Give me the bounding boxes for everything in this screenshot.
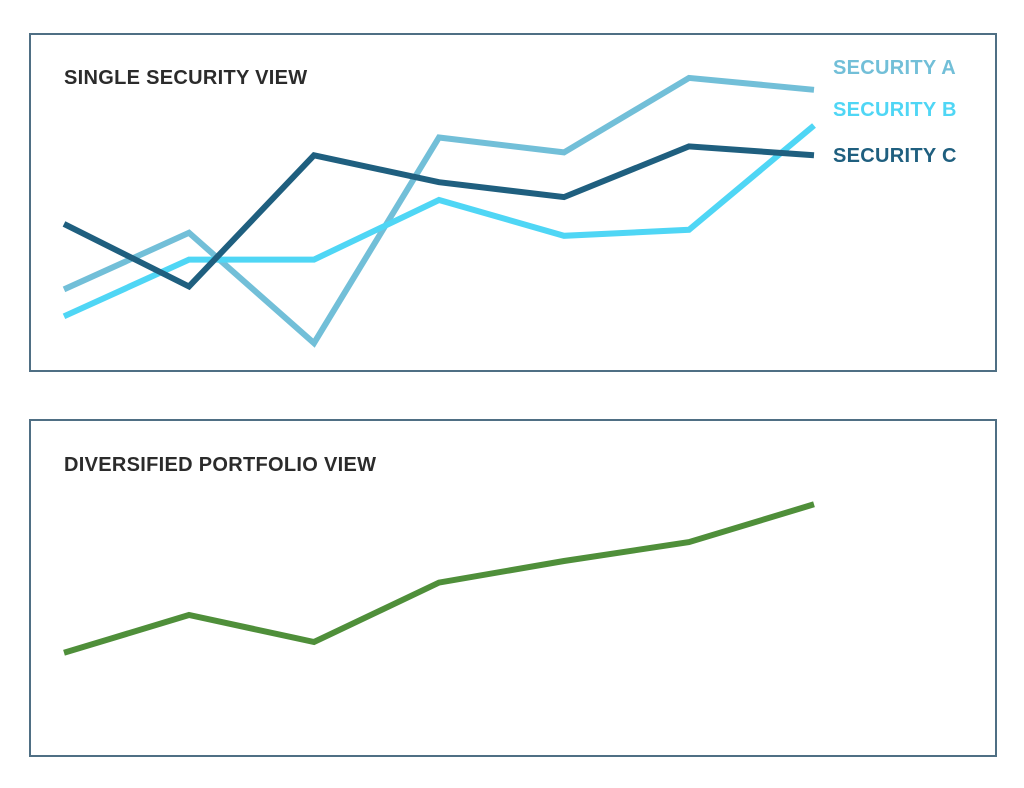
diversified-portfolio-panel: DIVERSIFIED PORTFOLIO VIEW: [29, 419, 997, 757]
series-line-portfolio: [63, 501, 815, 656]
chart-title: SINGLE SECURITY VIEW: [64, 67, 308, 89]
series-line-security-b: [62, 123, 816, 320]
legend-security-b: SECURITY B: [833, 99, 957, 121]
chart-title: DIVERSIFIED PORTFOLIO VIEW: [64, 454, 377, 476]
single-security-plot: [62, 74, 816, 348]
series-line-security-c: [62, 143, 815, 291]
legend-security-c: SECURITY C: [833, 145, 957, 167]
diversified-portfolio-plot: [63, 501, 815, 656]
single-security-panel: SINGLE SECURITY VIEW SECURITY A SECURITY…: [29, 33, 997, 372]
series-line-security-a: [62, 74, 815, 348]
legend-security-a: SECURITY A: [833, 57, 957, 79]
